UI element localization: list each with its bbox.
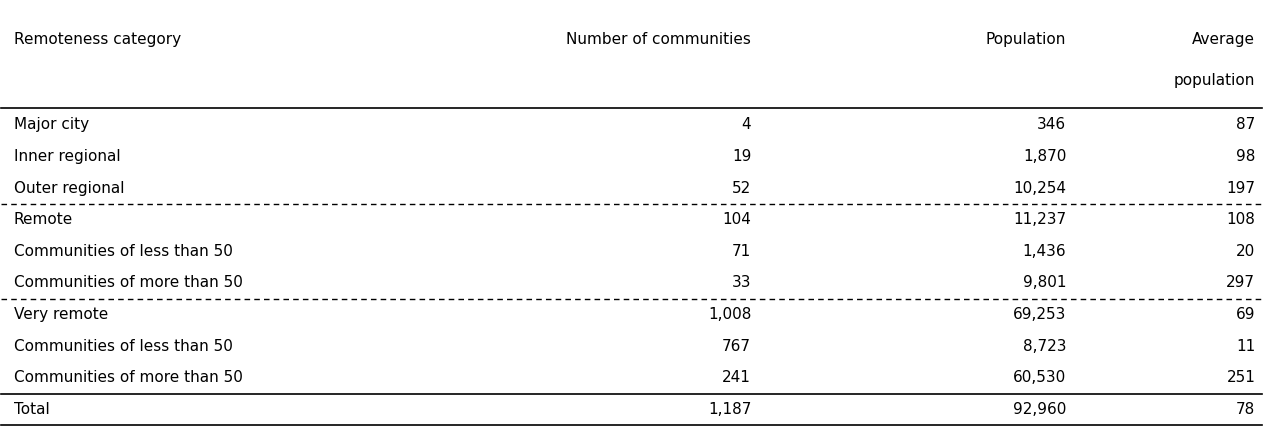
Text: Number of communities: Number of communities [566, 32, 751, 47]
Text: 11,237: 11,237 [1013, 212, 1066, 227]
Text: 78: 78 [1236, 402, 1255, 417]
Text: Communities of less than 50: Communities of less than 50 [14, 339, 232, 354]
Text: Total: Total [14, 402, 49, 417]
Text: 767: 767 [722, 339, 751, 354]
Text: 9,801: 9,801 [1023, 276, 1066, 290]
Text: 69: 69 [1235, 307, 1255, 322]
Text: 4: 4 [741, 117, 751, 133]
Text: 297: 297 [1226, 276, 1255, 290]
Text: Communities of less than 50: Communities of less than 50 [14, 244, 232, 259]
Text: 108: 108 [1226, 212, 1255, 227]
Text: 1,187: 1,187 [707, 402, 751, 417]
Text: Major city: Major city [14, 117, 90, 133]
Text: 71: 71 [733, 244, 751, 259]
Text: 1,436: 1,436 [1023, 244, 1066, 259]
Text: 87: 87 [1236, 117, 1255, 133]
Text: Outer regional: Outer regional [14, 181, 125, 196]
Text: Average: Average [1192, 32, 1255, 47]
Text: Very remote: Very remote [14, 307, 109, 322]
Text: Population: Population [986, 32, 1066, 47]
Text: 11: 11 [1236, 339, 1255, 354]
Text: Remoteness category: Remoteness category [14, 32, 181, 47]
Text: 251: 251 [1226, 370, 1255, 385]
Text: 10,254: 10,254 [1013, 181, 1066, 196]
Text: Communities of more than 50: Communities of more than 50 [14, 276, 242, 290]
Text: 19: 19 [731, 149, 751, 164]
Text: Remote: Remote [14, 212, 73, 227]
Text: 1,008: 1,008 [707, 307, 751, 322]
Text: 60,530: 60,530 [1013, 370, 1066, 385]
Text: 33: 33 [731, 276, 751, 290]
Text: 20: 20 [1236, 244, 1255, 259]
Text: 1,870: 1,870 [1023, 149, 1066, 164]
Text: population: population [1173, 73, 1255, 88]
Text: 197: 197 [1226, 181, 1255, 196]
Text: 8,723: 8,723 [1023, 339, 1066, 354]
Text: Inner regional: Inner regional [14, 149, 120, 164]
Text: 98: 98 [1236, 149, 1255, 164]
Text: 92,960: 92,960 [1013, 402, 1066, 417]
Text: 69,253: 69,253 [1013, 307, 1066, 322]
Text: 52: 52 [733, 181, 751, 196]
Text: 104: 104 [722, 212, 751, 227]
Text: 241: 241 [722, 370, 751, 385]
Text: 346: 346 [1037, 117, 1066, 133]
Text: Communities of more than 50: Communities of more than 50 [14, 370, 242, 385]
